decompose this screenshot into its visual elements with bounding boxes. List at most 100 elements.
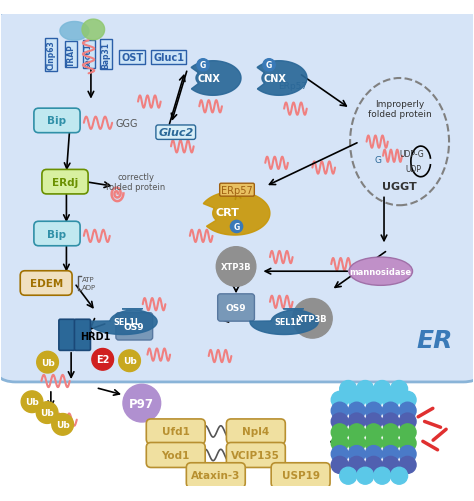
Text: SEL1L: SEL1L (274, 318, 301, 327)
Text: ATP: ATP (82, 277, 94, 283)
Text: USP19: USP19 (282, 470, 319, 480)
Circle shape (216, 247, 256, 287)
Circle shape (382, 435, 399, 452)
Polygon shape (60, 23, 89, 41)
Circle shape (374, 467, 391, 484)
FancyBboxPatch shape (218, 294, 255, 322)
Polygon shape (250, 309, 318, 335)
Circle shape (357, 381, 374, 398)
FancyBboxPatch shape (227, 419, 285, 444)
Polygon shape (82, 20, 105, 41)
Text: Bip: Bip (47, 116, 66, 126)
Text: ERp57: ERp57 (278, 81, 307, 90)
FancyBboxPatch shape (146, 419, 205, 444)
FancyBboxPatch shape (59, 320, 75, 351)
Text: VCIP135: VCIP135 (231, 450, 280, 460)
Circle shape (399, 456, 416, 473)
FancyBboxPatch shape (34, 222, 80, 246)
FancyBboxPatch shape (34, 109, 80, 133)
FancyBboxPatch shape (42, 170, 88, 194)
Text: Gluc2: Gluc2 (158, 128, 193, 138)
Circle shape (331, 456, 348, 473)
Ellipse shape (349, 258, 412, 286)
Circle shape (399, 402, 416, 419)
Circle shape (399, 392, 416, 408)
Circle shape (348, 446, 365, 462)
Circle shape (365, 446, 382, 462)
FancyBboxPatch shape (74, 320, 91, 351)
Circle shape (365, 435, 382, 452)
Circle shape (118, 350, 140, 372)
Polygon shape (89, 309, 157, 335)
Text: Improperly
folded protein: Improperly folded protein (368, 100, 431, 119)
FancyBboxPatch shape (20, 271, 72, 296)
Circle shape (36, 402, 58, 423)
FancyBboxPatch shape (227, 442, 285, 467)
Text: SEL1L: SEL1L (113, 318, 140, 327)
Circle shape (382, 392, 399, 408)
Text: TRAP: TRAP (67, 44, 76, 67)
Circle shape (331, 402, 348, 419)
Text: OS9: OS9 (226, 304, 246, 312)
Text: ADP: ADP (82, 284, 96, 290)
Circle shape (348, 392, 365, 408)
Text: UGGT: UGGT (382, 182, 417, 192)
Circle shape (348, 424, 365, 441)
Text: Clnp63: Clnp63 (46, 41, 55, 70)
Circle shape (348, 402, 365, 419)
FancyBboxPatch shape (186, 463, 245, 488)
Polygon shape (257, 62, 307, 96)
Circle shape (123, 385, 161, 422)
Text: Ufd1: Ufd1 (162, 426, 190, 436)
Circle shape (331, 413, 348, 430)
Text: Ub: Ub (56, 420, 70, 429)
Text: G: G (266, 61, 272, 70)
Text: CRT: CRT (216, 208, 239, 218)
Text: E2: E2 (96, 355, 109, 365)
Text: G: G (200, 61, 206, 70)
Circle shape (92, 349, 114, 370)
Text: G: G (375, 155, 382, 164)
Text: mannosidase: mannosidase (350, 267, 412, 276)
Circle shape (365, 392, 382, 408)
Circle shape (331, 435, 348, 452)
Circle shape (52, 414, 73, 435)
Text: ERp57: ERp57 (221, 185, 253, 195)
Circle shape (230, 221, 243, 233)
Circle shape (348, 456, 365, 473)
Text: UDP-G: UDP-G (399, 150, 424, 159)
FancyBboxPatch shape (116, 313, 153, 340)
Circle shape (36, 352, 58, 373)
Circle shape (21, 391, 43, 413)
Circle shape (365, 456, 382, 473)
Polygon shape (191, 62, 241, 96)
Text: OST: OST (121, 53, 144, 63)
Text: EDEM: EDEM (29, 279, 63, 289)
Text: sec61: sec61 (84, 43, 93, 68)
Text: Npl4: Npl4 (242, 426, 270, 436)
Circle shape (382, 456, 399, 473)
Circle shape (348, 435, 365, 452)
Text: HRD1: HRD1 (81, 331, 111, 341)
Circle shape (399, 435, 416, 452)
Text: XTP3B: XTP3B (221, 263, 251, 272)
Circle shape (391, 467, 408, 484)
Text: Ub: Ub (25, 397, 39, 406)
Polygon shape (203, 192, 270, 235)
Text: OS9: OS9 (124, 322, 145, 331)
Circle shape (374, 381, 391, 398)
Text: Yod1: Yod1 (162, 450, 190, 460)
Circle shape (197, 60, 209, 72)
Circle shape (399, 424, 416, 441)
Circle shape (382, 413, 399, 430)
Circle shape (382, 446, 399, 462)
Circle shape (331, 424, 348, 441)
FancyBboxPatch shape (0, 11, 474, 382)
Text: CNX: CNX (197, 74, 220, 84)
Text: CNX: CNX (263, 74, 286, 84)
Text: Ub: Ub (123, 357, 137, 366)
Circle shape (340, 467, 357, 484)
Circle shape (357, 467, 374, 484)
Text: Bap31: Bap31 (101, 42, 110, 69)
Circle shape (331, 446, 348, 462)
